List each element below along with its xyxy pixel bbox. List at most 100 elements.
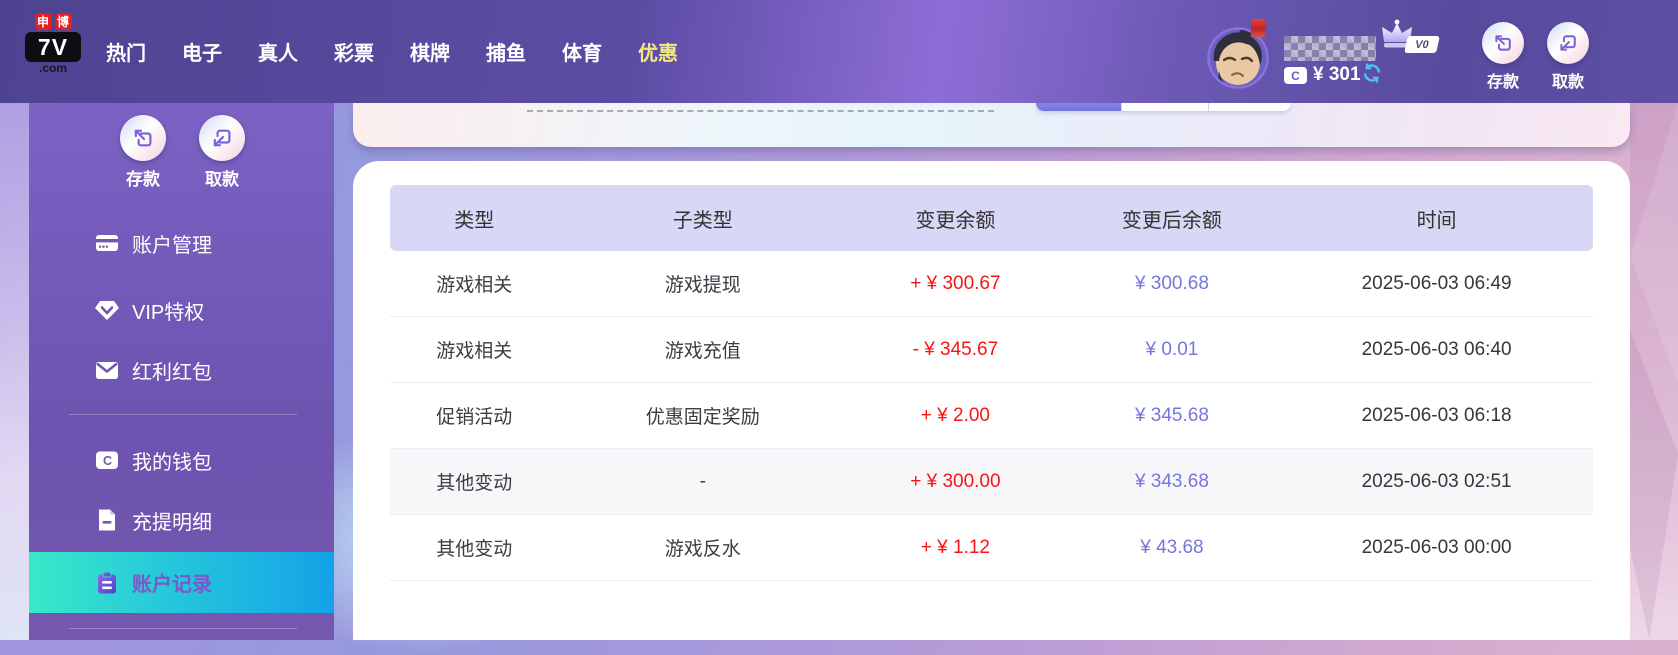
table-header-cell: 类型 — [454, 209, 495, 232]
logo-badge-2: 博 — [54, 13, 72, 30]
table-header-cell: 变更后余额 — [1121, 209, 1222, 232]
background-left-strip — [0, 103, 29, 640]
filter-tab-active[interactable] — [1036, 103, 1121, 111]
cell-change-amount: + ¥ 2.00 — [920, 404, 990, 426]
cell-after-balance: ¥ 300.68 — [1134, 272, 1209, 294]
cell-time: 2025-06-03 06:40 — [1361, 338, 1512, 360]
cell-after-balance: ¥ 345.68 — [1134, 404, 1209, 426]
deposit-label: 存款 — [1486, 74, 1519, 91]
cell-change-amount: + ¥ 300.00 — [910, 470, 1001, 492]
credit-card-icon — [96, 235, 118, 251]
envelope-icon — [96, 362, 118, 379]
cell-after-balance: ¥ 43.68 — [1140, 536, 1204, 558]
withdraw-label: 取款 — [1551, 74, 1584, 91]
table-header-cell: 时间 — [1416, 209, 1457, 232]
refresh-balance-icon[interactable] — [1361, 62, 1383, 84]
deposit-icon — [1482, 22, 1524, 64]
sidebar-divider — [69, 414, 297, 415]
sidebar-item-label: 充提明细 — [132, 511, 212, 534]
sidebar-item-account-records[interactable]: 账户记录 — [29, 552, 334, 613]
cell-after-balance: ¥ 343.68 — [1134, 470, 1209, 492]
table-header-cell: 子类型 — [672, 209, 733, 232]
table-header-cell: 变更余额 — [915, 209, 996, 232]
withdraw-icon — [199, 115, 245, 161]
cell-time: 2025-06-03 00:00 — [1361, 536, 1512, 558]
table-row: 游戏相关 游戏充值 - ¥ 345.67 ¥ 0.01 2025-06-03 0… — [390, 317, 1593, 383]
cell-change-amount: - ¥ 345.67 — [912, 338, 999, 360]
records-table: 类型 子类型 变更余额 变更后余额 时间 游戏相关 游戏提现 + ¥ 300.67 ¥ … — [390, 185, 1593, 581]
withdraw-label: 取款 — [205, 170, 239, 189]
table-body: 游戏相关 游戏提现 + ¥ 300.67 ¥ 300.68 2025-06-03… — [390, 251, 1593, 581]
site-logo[interactable]: 申 博 7V .com — [24, 13, 82, 75]
avatar-flag-badge — [1251, 19, 1266, 37]
logo-suffix: .com — [38, 61, 67, 75]
cell-subtype: 游戏反水 — [664, 539, 741, 560]
nav-item[interactable]: 彩票 — [334, 43, 374, 65]
logo-badge-1: 申 — [34, 13, 52, 30]
sidebar-item-deposit-withdraw-details[interactable]: 充提明细 — [95, 500, 212, 540]
cell-change-amount: + ¥ 1.12 — [920, 536, 990, 558]
nav-item[interactable]: 电子 — [182, 43, 222, 65]
nav-item[interactable]: 体育 — [562, 43, 602, 65]
cell-time: 2025-06-03 06:18 — [1361, 404, 1512, 426]
nav-item[interactable]: 优惠 — [638, 43, 678, 65]
sidebar-item-label: 我的钱包 — [132, 451, 212, 474]
sidebar: 存款 取款 账户管理 VIP特权 红利红包 — [29, 103, 334, 640]
balance-amount: ¥ 301 — [1313, 64, 1361, 85]
svg-text:C: C — [103, 454, 112, 468]
nav-item[interactable]: 热门 — [106, 43, 146, 65]
table-row: 促销活动 优惠固定奖励 + ¥ 2.00 ¥ 345.68 2025-06-03… — [390, 383, 1593, 449]
sidebar-item-account-management[interactable]: 账户管理 — [95, 223, 212, 263]
nav-menu: 热门 电子 真人 彩票 棋牌 捕鱼 体育 优惠 — [106, 0, 678, 103]
cell-subtype: - — [699, 470, 706, 492]
document-icon — [99, 509, 115, 531]
sidebar-withdraw-button[interactable]: 取款 — [190, 115, 254, 190]
cell-type: 游戏相关 — [436, 275, 513, 296]
cell-subtype: 游戏提现 — [664, 275, 741, 296]
filter-dashed-divider — [527, 110, 994, 112]
withdraw-button[interactable]: 取款 — [1536, 22, 1600, 92]
filter-tab-stubs — [1036, 103, 1291, 111]
vip-level-label: V0 — [1413, 38, 1431, 51]
vip-gem-icon — [95, 301, 119, 320]
deposit-button[interactable]: 存款 — [1471, 22, 1535, 92]
logo-badges: 申 博 — [34, 13, 72, 30]
cell-subtype: 优惠固定奖励 — [645, 407, 760, 428]
filter-tab[interactable] — [1208, 103, 1291, 111]
top-navbar: 申 博 7V .com 热门 电子 真人 彩票 棋牌 捕鱼 体育 优惠 — [0, 0, 1678, 103]
cell-time: 2025-06-03 06:49 — [1361, 272, 1512, 294]
deposit-label: 存款 — [126, 170, 160, 189]
cell-type: 其他变动 — [436, 473, 513, 494]
cell-type: 游戏相关 — [436, 341, 513, 362]
filter-tab[interactable] — [1121, 103, 1208, 111]
nav-item[interactable]: 捕鱼 — [486, 43, 526, 65]
sidebar-item-label: VIP特权 — [132, 301, 205, 324]
table-row: 其他变动 游戏反水 + ¥ 1.12 ¥ 43.68 2025-06-03 00… — [390, 515, 1593, 581]
cell-change-amount: + ¥ 300.67 — [910, 272, 1001, 294]
cell-type: 促销活动 — [436, 407, 513, 428]
sidebar-divider — [69, 628, 297, 629]
sidebar-item-my-wallet[interactable]: C 我的钱包 — [95, 440, 212, 480]
cell-subtype: 游戏充值 — [664, 341, 741, 362]
nav-item[interactable]: 真人 — [258, 43, 298, 65]
records-card: 类型 子类型 变更余额 变更后余额 时间 游戏相关 游戏提现 + ¥ 300.67 ¥ … — [353, 161, 1630, 640]
username-censored — [1284, 36, 1376, 61]
filter-card — [353, 103, 1630, 147]
clipboard-icon — [98, 571, 116, 593]
table-header: 类型 子类型 变更余额 变更后余额 时间 — [390, 185, 1593, 251]
wallet-cash-icon: C — [1284, 67, 1307, 84]
cell-type: 其他变动 — [436, 539, 513, 560]
sidebar-item-label: 账户管理 — [132, 234, 212, 257]
cell-time: 2025-06-03 02:51 — [1361, 470, 1512, 492]
sidebar-item-vip-privileges[interactable]: VIP特权 — [95, 290, 204, 330]
sidebar-item-bonus-redpacket[interactable]: 红利红包 — [95, 350, 212, 390]
sidebar-deposit-button[interactable]: 存款 — [111, 115, 175, 190]
sidebar-item-label: 红利红包 — [132, 361, 212, 384]
table-row: 其他变动 - + ¥ 300.00 ¥ 343.68 2025-06-03 02… — [390, 449, 1593, 515]
logo-main-text: 7V — [25, 32, 81, 62]
deposit-icon — [120, 115, 166, 161]
nav-item[interactable]: 棋牌 — [410, 43, 450, 65]
vip-level-badge[interactable]: V0 — [1404, 36, 1440, 53]
sidebar-item-label: 账户记录 — [132, 574, 212, 596]
cell-after-balance: ¥ 0.01 — [1145, 338, 1199, 360]
